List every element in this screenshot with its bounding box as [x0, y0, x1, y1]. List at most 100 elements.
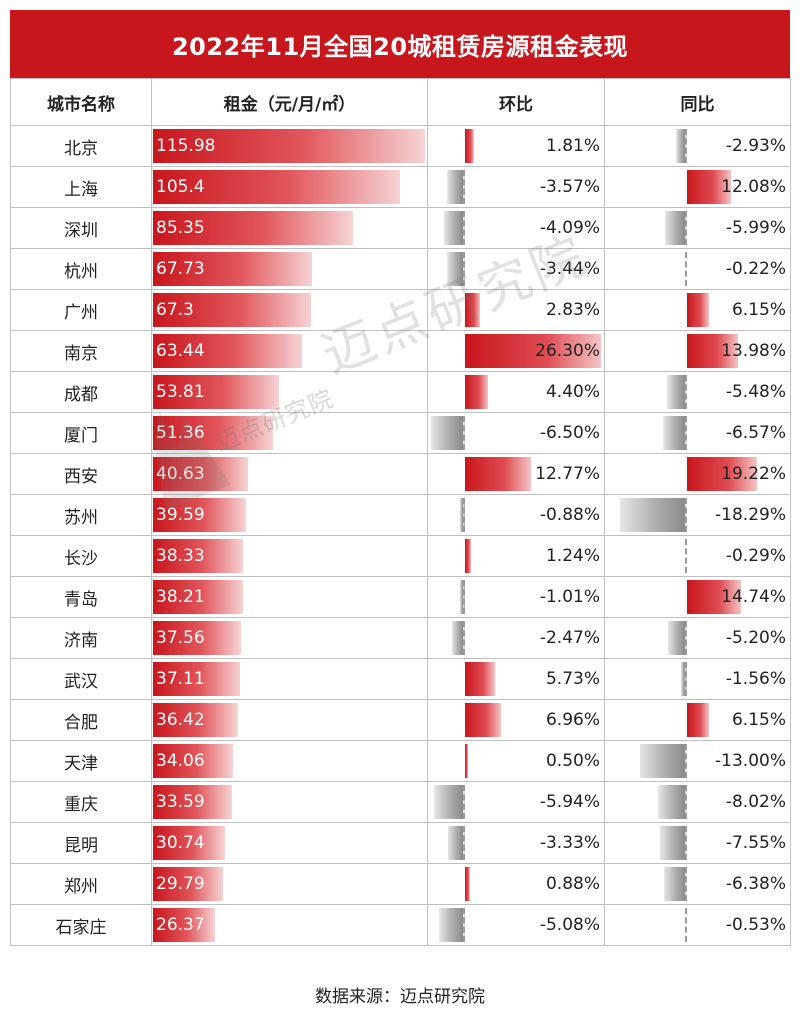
- mom-cell: 5.73%: [428, 659, 605, 700]
- mom-value: -0.88%: [539, 505, 600, 525]
- mom-value: -3.57%: [539, 177, 600, 197]
- mom-value: 26.30%: [535, 341, 600, 361]
- mom-bar: [447, 826, 465, 860]
- yoy-bar: [687, 334, 738, 368]
- mom-value: 1.81%: [545, 136, 600, 156]
- yoy-cell: -18.29%: [605, 495, 791, 536]
- city-name: 北京: [11, 126, 152, 167]
- yoy-cell: 6.15%: [605, 700, 791, 741]
- mom-bar: [465, 334, 601, 368]
- yoy-bar: [668, 621, 687, 655]
- yoy-cell: -7.55%: [605, 823, 791, 864]
- table-row: 成都 53.81 4.40% -5.48%: [11, 372, 791, 413]
- rent-cell: 63.44: [152, 331, 428, 372]
- city-name: 成都: [11, 372, 152, 413]
- mom-bar: [446, 170, 465, 204]
- yoy-bar: [665, 211, 687, 245]
- rent-value: 63.44: [156, 341, 205, 361]
- table-row: 北京 115.98 1.81% -2.93%: [11, 126, 791, 167]
- yoy-value: -6.57%: [725, 423, 786, 443]
- yoy-cell: -1.56%: [605, 659, 791, 700]
- yoy-bar: [685, 539, 687, 573]
- yoy-bar: [659, 826, 687, 860]
- city-name: 石家庄: [11, 905, 152, 946]
- rent-cell: 36.42: [152, 700, 428, 741]
- rent-cell: 115.98: [152, 126, 428, 167]
- yoy-bar: [663, 867, 687, 901]
- rent-bar: [153, 334, 302, 368]
- rent-bar: [153, 744, 233, 778]
- yoy-cell: 19.22%: [605, 454, 791, 495]
- yoy-cell: 13.98%: [605, 331, 791, 372]
- rent-cell: 34.06: [152, 741, 428, 782]
- yoy-cell: 14.74%: [605, 577, 791, 618]
- yoy-value: 12.08%: [721, 177, 786, 197]
- yoy-cell: 12.08%: [605, 167, 791, 208]
- rent-cell: 40.63: [152, 454, 428, 495]
- table-row: 青岛 38.21 -1.01% 14.74%: [11, 577, 791, 618]
- mom-value: 0.88%: [545, 874, 600, 894]
- mom-bar: [447, 252, 465, 286]
- rent-bar: [153, 457, 249, 491]
- city-name: 合肥: [11, 700, 152, 741]
- yoy-cell: -13.00%: [605, 741, 791, 782]
- rent-bar: [153, 662, 241, 696]
- rent-value: 67.3: [156, 300, 194, 320]
- mom-value: -5.94%: [539, 792, 600, 812]
- rent-value: 51.36: [156, 423, 205, 443]
- rent-value: 53.81: [156, 382, 205, 402]
- table-row: 上海 105.4 -3.57% 12.08%: [11, 167, 791, 208]
- header-city: 城市名称: [11, 79, 152, 126]
- table-row: 广州 67.3 2.83% 6.15%: [11, 290, 791, 331]
- mom-cell: 1.81%: [428, 126, 605, 167]
- yoy-value: -0.29%: [725, 546, 786, 566]
- rent-value: 33.59: [156, 792, 205, 812]
- yoy-value: 14.74%: [721, 587, 786, 607]
- rent-bar: [153, 867, 223, 901]
- yoy-value: -5.48%: [725, 382, 786, 402]
- mom-cell: -5.94%: [428, 782, 605, 823]
- city-name: 厦门: [11, 413, 152, 454]
- table-row: 长沙 38.33 1.24% -0.29%: [11, 536, 791, 577]
- yoy-cell: -5.20%: [605, 618, 791, 659]
- mom-bar: [465, 744, 468, 778]
- rent-cell: 30.74: [152, 823, 428, 864]
- rent-bar: [153, 416, 274, 450]
- city-name: 重庆: [11, 782, 152, 823]
- yoy-value: -0.22%: [725, 259, 786, 279]
- rent-cell: 38.21: [152, 577, 428, 618]
- yoy-value: 19.22%: [721, 464, 786, 484]
- rent-value: 39.59: [156, 505, 205, 525]
- rent-value: 30.74: [156, 833, 205, 853]
- yoy-bar: [685, 908, 687, 942]
- rent-value: 36.42: [156, 710, 205, 730]
- table-row: 西安 40.63 12.77% 19.22%: [11, 454, 791, 495]
- table-row: 石家庄 26.37 -5.08% -0.53%: [11, 905, 791, 946]
- mom-bar: [438, 908, 465, 942]
- header-mom: 环比: [428, 79, 605, 126]
- mom-value: 12.77%: [535, 464, 600, 484]
- rent-value: 115.98: [156, 136, 216, 156]
- city-name: 长沙: [11, 536, 152, 577]
- rent-bar: [153, 621, 242, 655]
- rent-cell: 37.56: [152, 618, 428, 659]
- rent-value: 38.33: [156, 546, 205, 566]
- yoy-bar: [685, 252, 687, 286]
- header-rent: 租金（元/月/㎡）: [152, 79, 428, 126]
- table-row: 厦门 51.36 -6.50% -6.57%: [11, 413, 791, 454]
- yoy-value: -8.02%: [725, 792, 786, 812]
- rent-bar: [153, 129, 425, 163]
- city-name: 西安: [11, 454, 152, 495]
- yoy-value: -18.29%: [715, 505, 786, 525]
- mom-value: 6.96%: [545, 710, 600, 730]
- city-name: 济南: [11, 618, 152, 659]
- yoy-value: 6.15%: [731, 710, 786, 730]
- yoy-bar: [663, 416, 687, 450]
- mom-value: -1.01%: [539, 587, 600, 607]
- rent-value: 38.21: [156, 587, 205, 607]
- yoy-value: 13.98%: [721, 341, 786, 361]
- city-name: 上海: [11, 167, 152, 208]
- table-row: 苏州 39.59 -0.88% -18.29%: [11, 495, 791, 536]
- table-title: 2022年11月全国20城租赁房源租金表现: [10, 10, 790, 78]
- table-row: 昆明 30.74 -3.33% -7.55%: [11, 823, 791, 864]
